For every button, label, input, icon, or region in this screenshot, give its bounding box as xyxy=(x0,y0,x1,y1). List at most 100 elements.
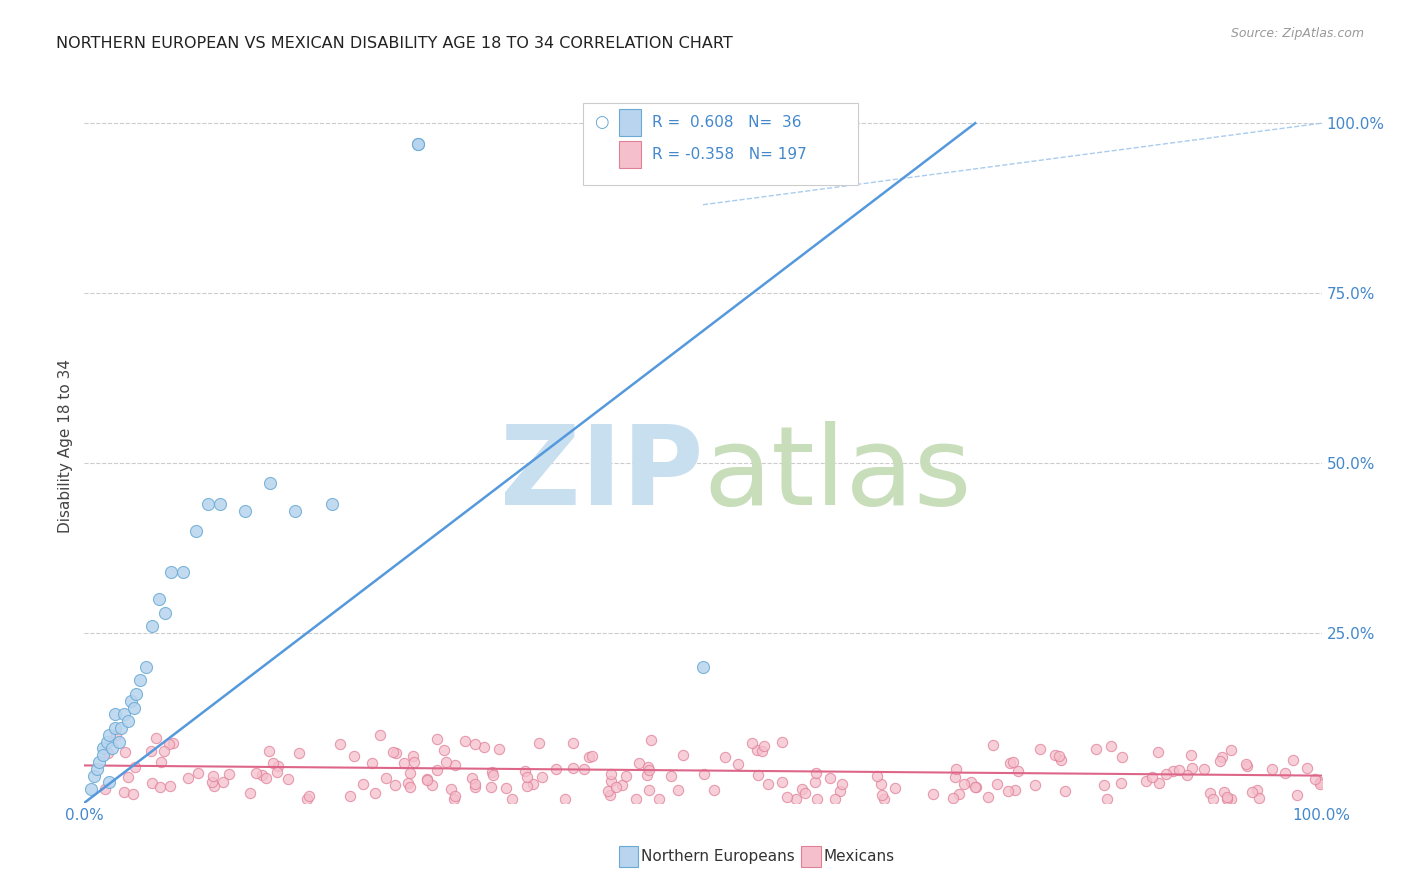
Point xyxy=(266,758,288,772)
Point xyxy=(945,762,967,776)
Point xyxy=(741,736,763,750)
Point xyxy=(481,765,503,780)
Point xyxy=(454,734,477,748)
Point xyxy=(921,787,943,801)
Point xyxy=(636,767,658,781)
Text: Northern Europeans: Northern Europeans xyxy=(641,849,794,863)
Point xyxy=(464,777,486,791)
Point xyxy=(425,732,447,747)
Point xyxy=(1216,790,1239,805)
Point xyxy=(693,767,716,781)
Point xyxy=(321,497,343,511)
Point xyxy=(600,767,623,781)
Point xyxy=(1192,762,1215,776)
Point xyxy=(692,660,714,674)
Point xyxy=(79,782,101,797)
Point xyxy=(626,792,648,806)
Point xyxy=(1180,747,1202,762)
Point xyxy=(94,781,117,796)
Point xyxy=(1024,779,1046,793)
Point xyxy=(96,734,118,748)
Point xyxy=(1029,742,1052,756)
Point xyxy=(870,777,893,791)
Point xyxy=(1213,785,1236,799)
Point xyxy=(153,744,176,758)
Point xyxy=(637,760,659,774)
Point xyxy=(384,778,406,792)
Point xyxy=(1109,775,1132,789)
Point xyxy=(1181,761,1204,775)
Point xyxy=(752,739,775,753)
Point xyxy=(202,779,225,793)
Point xyxy=(1004,783,1026,797)
Point xyxy=(488,741,510,756)
Point xyxy=(287,747,309,761)
Point xyxy=(1236,759,1258,773)
Point xyxy=(1154,767,1177,781)
Point xyxy=(581,748,603,763)
Point xyxy=(605,780,627,795)
Point xyxy=(870,788,893,802)
Point xyxy=(420,778,443,792)
Point xyxy=(1146,745,1168,759)
Text: R =  0.608   N=  36: R = 0.608 N= 36 xyxy=(652,115,801,129)
Point xyxy=(444,758,467,772)
Point xyxy=(1261,762,1284,776)
Point xyxy=(250,768,273,782)
Point xyxy=(501,792,523,806)
Point xyxy=(98,775,121,789)
Point xyxy=(599,788,621,802)
Point xyxy=(831,777,853,791)
Point xyxy=(1147,776,1170,790)
Point xyxy=(426,763,449,777)
Point xyxy=(104,721,127,735)
Point xyxy=(1047,748,1070,763)
Point xyxy=(172,565,194,579)
Point xyxy=(527,735,550,749)
Point xyxy=(745,743,768,757)
Point xyxy=(546,763,568,777)
Point xyxy=(1168,764,1191,778)
Point xyxy=(751,744,773,758)
Point xyxy=(942,791,965,805)
Point xyxy=(672,748,695,763)
Point xyxy=(785,792,807,806)
Point xyxy=(1216,792,1239,806)
Point xyxy=(444,789,467,803)
Point xyxy=(464,737,486,751)
Point xyxy=(434,756,457,770)
Point xyxy=(329,737,352,751)
Point xyxy=(1285,788,1308,802)
Point xyxy=(108,734,131,748)
Point xyxy=(100,741,122,756)
Point xyxy=(122,700,145,714)
Point xyxy=(703,782,725,797)
Point xyxy=(266,765,288,780)
Point xyxy=(284,503,307,517)
Text: Source: ZipAtlas.com: Source: ZipAtlas.com xyxy=(1230,27,1364,40)
Point xyxy=(408,136,430,151)
Point xyxy=(277,772,299,786)
Point xyxy=(981,738,1004,752)
Point xyxy=(998,756,1021,770)
Point xyxy=(112,707,135,722)
Point xyxy=(416,772,439,787)
Point xyxy=(960,774,983,789)
Point xyxy=(86,762,108,776)
Point xyxy=(756,776,779,790)
Point xyxy=(443,792,465,806)
Point xyxy=(398,765,420,780)
Point xyxy=(953,777,976,791)
Point xyxy=(1135,774,1157,789)
Point xyxy=(1084,742,1107,756)
Point xyxy=(883,780,905,795)
Point xyxy=(110,721,132,735)
Point xyxy=(135,660,157,674)
Point xyxy=(943,771,966,785)
Point xyxy=(187,765,209,780)
Text: Mexicans: Mexicans xyxy=(824,849,896,863)
Point xyxy=(129,673,152,688)
Point xyxy=(713,750,735,764)
Point xyxy=(402,756,425,770)
Point xyxy=(153,606,176,620)
